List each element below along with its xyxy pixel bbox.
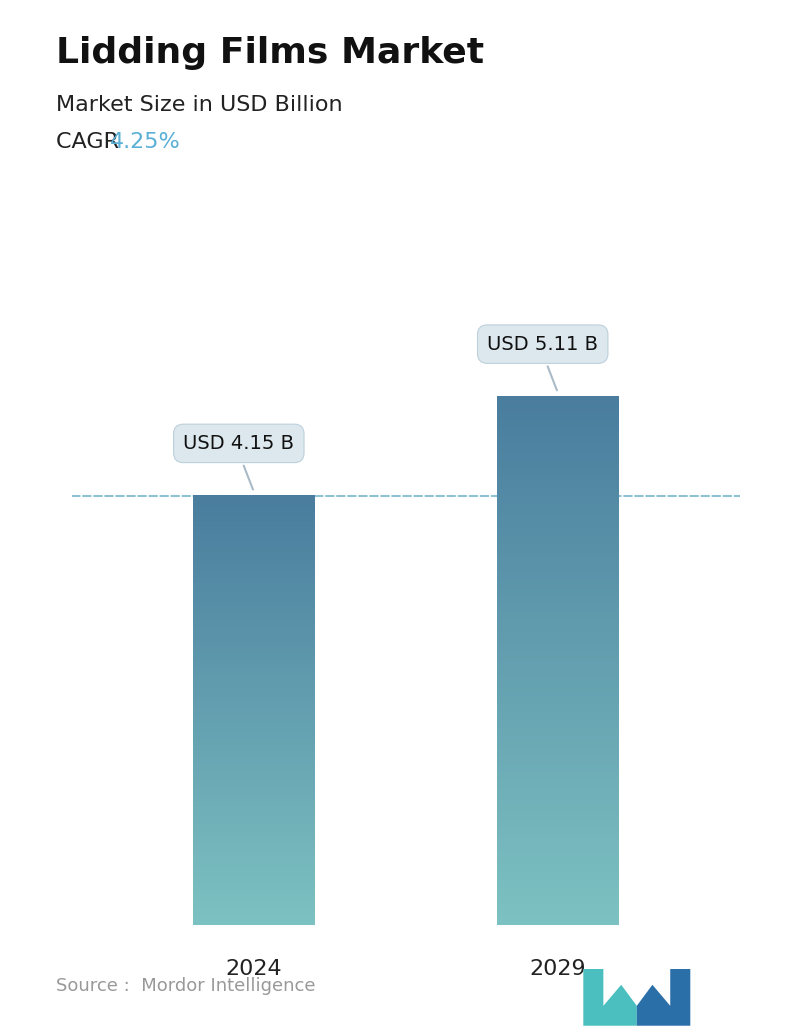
Text: Source :  Mordor Intelligence: Source : Mordor Intelligence	[56, 977, 315, 995]
Text: 2024: 2024	[226, 959, 283, 978]
Text: CAGR: CAGR	[56, 132, 126, 152]
Text: 4.25%: 4.25%	[110, 132, 181, 152]
Text: USD 5.11 B: USD 5.11 B	[487, 335, 599, 390]
Text: 2029: 2029	[529, 959, 586, 978]
Polygon shape	[637, 969, 690, 1026]
Text: Lidding Films Market: Lidding Films Market	[56, 36, 484, 70]
Polygon shape	[583, 969, 637, 1026]
Text: Market Size in USD Billion: Market Size in USD Billion	[56, 95, 342, 115]
Text: USD 4.15 B: USD 4.15 B	[183, 434, 295, 489]
